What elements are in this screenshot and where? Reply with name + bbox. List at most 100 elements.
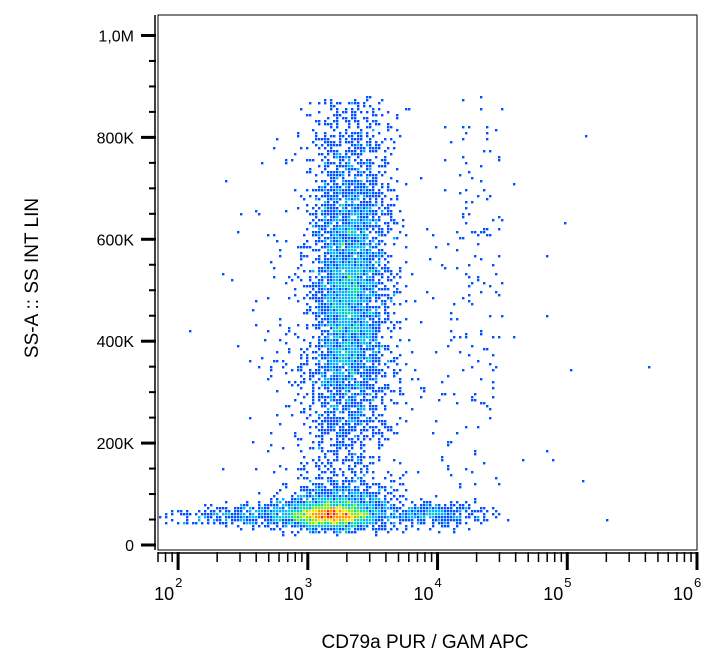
event-dot: [390, 498, 393, 501]
event-dot: [282, 510, 285, 513]
event-dot: [402, 531, 405, 534]
event-dot: [369, 345, 372, 348]
event-dot: [390, 138, 393, 141]
event-dot: [345, 228, 348, 231]
event-dot: [300, 495, 303, 498]
event-dot: [390, 210, 393, 213]
event-dot: [384, 171, 387, 174]
event-dot: [276, 360, 279, 363]
event-dot: [348, 243, 351, 246]
event-dot: [378, 192, 381, 195]
event-dot: [357, 120, 360, 123]
event-dot: [336, 144, 339, 147]
event-dot: [372, 270, 375, 273]
event-dot: [426, 510, 429, 513]
event-dot: [372, 321, 375, 324]
event-dot: [306, 528, 309, 531]
event-dot: [351, 258, 354, 261]
event-dot: [300, 462, 303, 465]
event-dot: [369, 438, 372, 441]
event-dot: [348, 276, 351, 279]
event-dot: [327, 351, 330, 354]
event-dot: [396, 180, 399, 183]
event-dot: [288, 507, 291, 510]
event-dot: [336, 270, 339, 273]
event-dot: [405, 420, 408, 423]
event-dot: [366, 417, 369, 420]
event-dot: [366, 357, 369, 360]
event-dot: [354, 471, 357, 474]
event-dot: [363, 339, 366, 342]
event-dot: [480, 522, 483, 525]
event-dot: [327, 339, 330, 342]
event-dot: [339, 204, 342, 207]
event-dot: [441, 513, 444, 516]
event-dot: [327, 222, 330, 225]
event-dot: [468, 276, 471, 279]
event-dot: [354, 507, 357, 510]
event-dot: [459, 504, 462, 507]
event-dot: [387, 129, 390, 132]
event-dot: [348, 525, 351, 528]
event-dot: [345, 354, 348, 357]
event-dot: [369, 417, 372, 420]
event-dot: [351, 447, 354, 450]
event-dot: [366, 468, 369, 471]
event-dot: [318, 387, 321, 390]
event-dot: [333, 519, 336, 522]
event-dot: [318, 273, 321, 276]
event-dot: [336, 333, 339, 336]
event-dot: [321, 528, 324, 531]
event-dot: [405, 402, 408, 405]
event-dot: [318, 153, 321, 156]
event-dot: [333, 468, 336, 471]
event-dot: [372, 432, 375, 435]
event-dot: [363, 198, 366, 201]
event-dot: [357, 141, 360, 144]
event-dot: [357, 339, 360, 342]
event-dot: [309, 489, 312, 492]
event-dot: [375, 201, 378, 204]
event-dot: [438, 522, 441, 525]
event-dot: [351, 459, 354, 462]
event-dot: [375, 501, 378, 504]
event-dot: [315, 312, 318, 315]
event-dot: [327, 417, 330, 420]
event-dot: [324, 381, 327, 384]
event-dot: [345, 327, 348, 330]
event-dot: [354, 522, 357, 525]
event-dot: [336, 486, 339, 489]
event-dot: [363, 225, 366, 228]
event-dot: [372, 510, 375, 513]
event-dot: [342, 348, 345, 351]
event-dot: [390, 390, 393, 393]
event-dot: [303, 270, 306, 273]
event-dot: [345, 351, 348, 354]
event-dot: [297, 246, 300, 249]
event-dot: [186, 510, 189, 513]
event-dot: [345, 429, 348, 432]
event-dot: [333, 291, 336, 294]
event-dot: [378, 507, 381, 510]
event-dot: [456, 510, 459, 513]
event-dot: [318, 465, 321, 468]
event-dot: [324, 492, 327, 495]
event-dot: [315, 516, 318, 519]
event-dot: [297, 132, 300, 135]
event-dot: [414, 516, 417, 519]
event-dot: [348, 180, 351, 183]
event-dot: [393, 504, 396, 507]
event-dot: [471, 510, 474, 513]
event-dot: [321, 450, 324, 453]
event-dot: [306, 393, 309, 396]
event-dot: [369, 519, 372, 522]
event-dot: [327, 429, 330, 432]
event-dot: [435, 246, 438, 249]
event-dot: [357, 477, 360, 480]
event-dot: [201, 513, 204, 516]
event-dot: [309, 159, 312, 162]
event-dot: [348, 324, 351, 327]
y-tick-label: 0: [125, 538, 134, 555]
event-dot: [342, 426, 345, 429]
event-dot: [369, 369, 372, 372]
